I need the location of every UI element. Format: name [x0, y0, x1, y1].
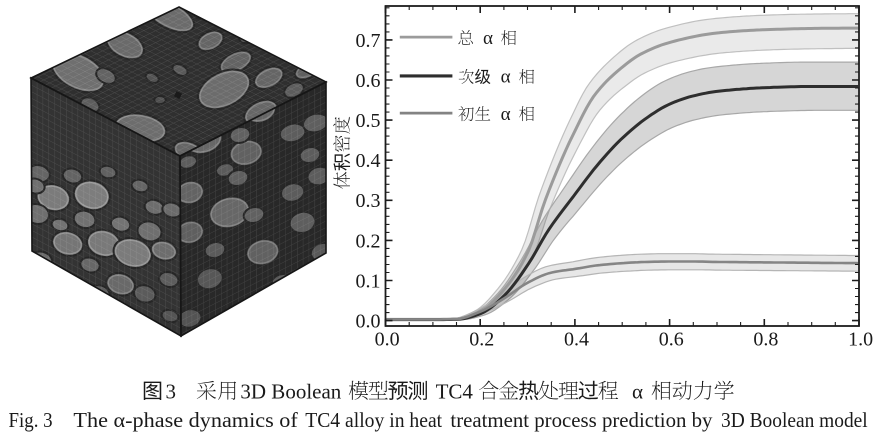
svg-text:TC4: TC4 — [436, 379, 474, 403]
svg-text:3D Boolean: 3D Boolean — [240, 379, 341, 403]
svg-text:0.0: 0.0 — [375, 329, 400, 351]
svg-text:0.7: 0.7 — [356, 30, 381, 52]
svg-text:TC4 alloy in heat: TC4 alloy in heat — [305, 409, 442, 432]
svg-text:The α-phase dynamics of: The α-phase dynamics of — [73, 408, 298, 431]
svg-text:0.2: 0.2 — [356, 230, 381, 252]
svg-text:α: α — [501, 104, 511, 125]
svg-text:α: α — [501, 67, 511, 88]
svg-text:1.0: 1.0 — [848, 329, 873, 351]
svg-text:0.3: 0.3 — [356, 190, 381, 212]
svg-text:Fig. 3: Fig. 3 — [9, 409, 53, 432]
svg-text:treatment process prediction b: treatment process prediction by — [450, 408, 713, 432]
svg-text:0.6: 0.6 — [356, 70, 381, 92]
svg-text:3: 3 — [166, 379, 177, 403]
svg-text:0.5: 0.5 — [356, 110, 381, 132]
svg-text:0.6: 0.6 — [659, 329, 684, 351]
svg-text:0.8: 0.8 — [753, 329, 778, 351]
svg-text:α: α — [483, 28, 493, 49]
svg-text:α: α — [632, 379, 643, 403]
svg-text:0.4: 0.4 — [564, 329, 589, 351]
svg-text:3D Boolean model: 3D Boolean model — [721, 409, 868, 432]
svg-text:0.0: 0.0 — [356, 311, 381, 333]
svg-text:0.4: 0.4 — [356, 150, 381, 172]
svg-text:0.1: 0.1 — [356, 270, 381, 292]
svg-text:0.2: 0.2 — [469, 329, 494, 351]
